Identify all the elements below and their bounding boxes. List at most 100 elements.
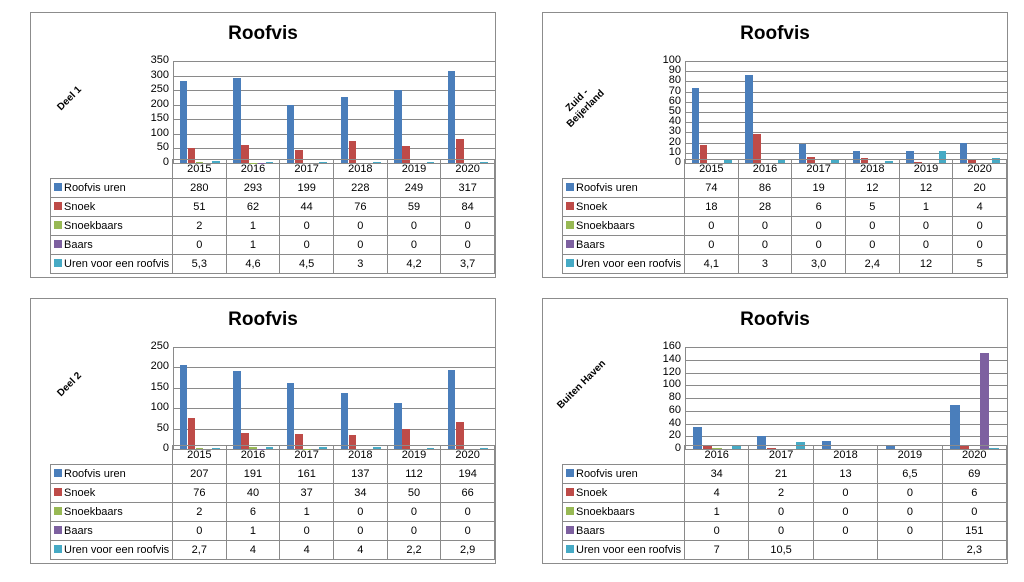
gridline bbox=[685, 142, 1007, 144]
y-tick-label: 60 bbox=[668, 94, 681, 107]
bar-uren-voor-een-roofvis bbox=[265, 161, 274, 163]
y-tick-label: 100 bbox=[662, 378, 681, 391]
gridline bbox=[173, 163, 495, 164]
legend-entry: Baars bbox=[50, 235, 173, 255]
bar-uren-voor-een-roofvis bbox=[992, 157, 1000, 163]
data-label: 59 bbox=[386, 197, 442, 217]
data-label: 3,0 bbox=[791, 254, 846, 274]
data-label: 2,4 bbox=[845, 254, 900, 274]
bar-roofvis-uren bbox=[692, 427, 703, 449]
y-tick-label: 200 bbox=[150, 97, 169, 110]
gridline bbox=[173, 119, 495, 121]
data-label: 199 bbox=[279, 178, 334, 198]
data-label: 4 bbox=[684, 483, 750, 503]
x-tick-label: 2016 bbox=[225, 159, 281, 179]
bar-snoek bbox=[241, 144, 249, 163]
bar-uren-voor-een-roofvis bbox=[319, 161, 327, 163]
data-label bbox=[877, 540, 943, 560]
bar-snoek bbox=[860, 157, 869, 163]
plot-right-border bbox=[1007, 61, 1008, 163]
legend-swatch bbox=[566, 545, 574, 553]
bar-roofvis-uren bbox=[447, 369, 456, 449]
y-tick-label: 40 bbox=[668, 115, 681, 128]
gridline bbox=[173, 61, 495, 62]
data-label: 20 bbox=[952, 178, 1007, 198]
legend-entry: Snoekbaars bbox=[50, 502, 173, 522]
data-label: 51 bbox=[172, 197, 227, 217]
gridline bbox=[685, 436, 1007, 438]
bar-roofvis-uren bbox=[886, 444, 896, 449]
data-label: 0 bbox=[279, 235, 334, 255]
bar-uren-voor-een-roofvis bbox=[265, 447, 274, 449]
data-label: 37 bbox=[279, 483, 334, 503]
bar-roofvis-uren bbox=[233, 77, 241, 163]
bar-roofvis-uren bbox=[179, 81, 188, 163]
legend-entry: Uren voor een roofvis bbox=[562, 254, 685, 274]
y-tick-label: 150 bbox=[150, 380, 169, 393]
data-label: 0 bbox=[791, 235, 846, 255]
gridline bbox=[685, 91, 1007, 93]
data-label: 10,5 bbox=[748, 540, 814, 560]
chart-panel-zuid-beijerland: Roofvis Zuid - Beijerland 0 10 20 30 40 50 60 70 8… bbox=[542, 12, 1008, 278]
gridline bbox=[173, 104, 495, 106]
bar-roofvis-uren bbox=[959, 142, 968, 163]
gridline bbox=[685, 61, 1007, 62]
legend-swatch bbox=[566, 488, 574, 496]
plot-right-border bbox=[1007, 347, 1008, 449]
x-tick-label: 2015 bbox=[684, 159, 739, 179]
data-label: 0 bbox=[386, 216, 442, 236]
gridline bbox=[685, 101, 1007, 103]
gridline bbox=[685, 449, 1007, 450]
data-label: 19 bbox=[791, 178, 846, 198]
legend-swatch bbox=[54, 526, 62, 534]
x-tick-label: 2018 bbox=[812, 445, 879, 465]
data-label: 50 bbox=[386, 483, 442, 503]
data-label: 44 bbox=[279, 197, 334, 217]
data-label: 0 bbox=[952, 235, 1007, 255]
data-label: 2,2 bbox=[386, 540, 442, 560]
data-label: 2,9 bbox=[440, 540, 495, 560]
data-label: 4 bbox=[225, 540, 281, 560]
gridline bbox=[685, 112, 1007, 113]
series-name: Snoekbaars bbox=[576, 506, 635, 518]
chart-panel-deel-1: Roofvis Deel 1 0 50 100 150 200 250 300 350 2015 20… bbox=[30, 12, 496, 278]
x-tick-label: 2015 bbox=[172, 445, 227, 465]
bar-uren-voor-een-roofvis bbox=[831, 159, 839, 163]
legend-entry: Snoek bbox=[50, 483, 173, 503]
bar-roofvis-uren bbox=[340, 96, 349, 163]
x-tick-label: 2020 bbox=[440, 445, 495, 465]
data-label: 6 bbox=[941, 483, 1007, 503]
data-label: 4,2 bbox=[386, 254, 442, 274]
data-label: 40 bbox=[225, 483, 281, 503]
y-tick-label: 140 bbox=[662, 352, 681, 365]
y-tick-label: 150 bbox=[150, 112, 169, 125]
data-label: 5,3 bbox=[172, 254, 227, 274]
data-label: 0 bbox=[684, 216, 739, 236]
gridline bbox=[173, 428, 495, 430]
data-label: 0 bbox=[791, 216, 846, 236]
data-label: 4,5 bbox=[279, 254, 334, 274]
data-label: 13 bbox=[812, 464, 879, 484]
series-name: Uren voor een roofvis bbox=[64, 258, 170, 270]
bar-uren-voor-een-roofvis bbox=[989, 447, 999, 449]
bar-snoekbaars bbox=[249, 446, 258, 449]
legend-entry: Snoek bbox=[562, 197, 685, 217]
x-tick-label: 2019 bbox=[386, 159, 442, 179]
data-label: 0 bbox=[737, 216, 793, 236]
legend-entry: Snoekbaars bbox=[562, 216, 685, 236]
y-axis bbox=[685, 61, 686, 163]
x-tick-label: 2017 bbox=[279, 445, 334, 465]
bar-uren-voor-een-roofvis bbox=[480, 161, 488, 163]
data-label: 18 bbox=[684, 197, 739, 217]
bar-roofvis-uren bbox=[798, 143, 807, 163]
data-label: 76 bbox=[333, 197, 388, 217]
gridline bbox=[685, 398, 1007, 399]
bar-roofvis-uren bbox=[394, 90, 402, 163]
y-tick-label: 50 bbox=[668, 105, 681, 117]
bar-roofvis-uren bbox=[745, 75, 753, 163]
data-label: 21 bbox=[748, 464, 814, 484]
data-label: 0 bbox=[812, 483, 879, 503]
bar-snoek bbox=[455, 138, 464, 163]
y-tick-label: 250 bbox=[150, 340, 169, 352]
data-label: 0 bbox=[440, 235, 495, 255]
